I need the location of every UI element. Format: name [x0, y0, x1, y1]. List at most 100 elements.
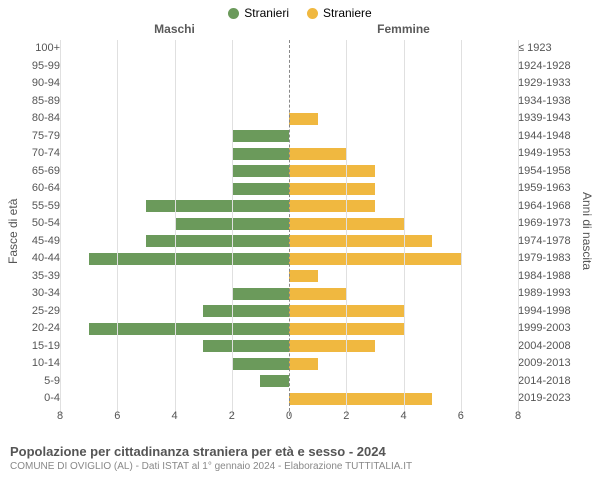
age-label: 20-24 [32, 320, 60, 338]
birth-year-label: 1989-1993 [518, 285, 571, 303]
bar-female [289, 183, 375, 195]
age-label: 40-44 [32, 250, 60, 268]
birth-year-label: 1944-1948 [518, 128, 571, 146]
bar-male [232, 183, 289, 195]
column-titles: Maschi Femmine [60, 22, 518, 40]
bar-female [289, 358, 318, 370]
legend-item-male: Stranieri [228, 6, 289, 20]
center-divider [289, 40, 290, 416]
x-tick: 2 [343, 410, 349, 422]
bar-female [289, 113, 318, 125]
birth-year-label: 1984-1988 [518, 268, 571, 286]
age-label: 35-39 [32, 268, 60, 286]
bar-male [232, 358, 289, 370]
birth-year-label: 1934-1938 [518, 93, 571, 111]
bar-male [260, 375, 289, 387]
bar-female [289, 340, 375, 352]
bar-male [146, 200, 289, 212]
legend-item-female: Straniere [307, 6, 372, 20]
bar-female [289, 288, 346, 300]
x-tick: 4 [400, 410, 406, 422]
chart-area: Fasce di età 100+95-9990-9485-8980-8475-… [0, 22, 600, 440]
legend-swatch-male [228, 8, 239, 19]
bar-male [232, 288, 289, 300]
bar-male [175, 218, 290, 230]
bar-male [89, 253, 289, 265]
bar-male [232, 130, 289, 142]
birth-year-label: 2014-2018 [518, 373, 571, 391]
birth-year-label: 1979-1983 [518, 250, 571, 268]
age-label: 95-99 [32, 58, 60, 76]
y-axis-label-left: Fasce di età [4, 22, 22, 440]
birth-year-labels-column: ≤ 19231924-19281929-19331934-19381939-19… [518, 22, 578, 440]
footer-subtitle: COMUNE DI OVIGLIO (AL) - Dati ISTAT al 1… [10, 461, 590, 472]
age-label: 0-4 [44, 390, 60, 408]
birth-year-label: 2019-2023 [518, 390, 571, 408]
age-label: 80-84 [32, 110, 60, 128]
bar-female [289, 305, 404, 317]
bar-male [232, 165, 289, 177]
legend-label-female: Straniere [323, 6, 372, 20]
age-label: 90-94 [32, 75, 60, 93]
age-label: 25-29 [32, 303, 60, 321]
bar-female [289, 148, 346, 160]
bar-female [289, 323, 404, 335]
x-tick: 6 [458, 410, 464, 422]
birth-year-label: 1929-1933 [518, 75, 571, 93]
age-label: 15-19 [32, 338, 60, 356]
age-label: 55-59 [32, 198, 60, 216]
age-label: 5-9 [44, 373, 60, 391]
bar-male [89, 323, 289, 335]
bar-male [232, 148, 289, 160]
plot-area: Maschi Femmine 02468 2468 [60, 22, 518, 440]
birth-year-label: 1954-1958 [518, 163, 571, 181]
age-label: 45-49 [32, 233, 60, 251]
y-axis-label-right: Anni di nascita [578, 22, 596, 440]
age-labels-column: 100+95-9990-9485-8980-8475-7970-7465-696… [22, 22, 60, 440]
bar-male [146, 235, 289, 247]
age-label: 10-14 [32, 355, 60, 373]
age-label: 65-69 [32, 163, 60, 181]
birth-year-label: 1999-2003 [518, 320, 571, 338]
bar-female [289, 165, 375, 177]
birth-year-label: 1964-1968 [518, 198, 571, 216]
age-label: 85-89 [32, 93, 60, 111]
bars-area: 02468 2468 [60, 40, 518, 440]
age-label: 100+ [35, 40, 60, 58]
birth-year-label: 1924-1928 [518, 58, 571, 76]
birth-year-label: 1969-1973 [518, 215, 571, 233]
column-title-female: Femmine [289, 22, 518, 40]
age-label: 50-54 [32, 215, 60, 233]
birth-year-label: 1959-1963 [518, 180, 571, 198]
bar-male [203, 305, 289, 317]
column-title-male: Maschi [60, 22, 289, 40]
legend: Stranieri Straniere [0, 0, 600, 22]
age-label: 70-74 [32, 145, 60, 163]
chart-footer: Popolazione per cittadinanza straniera p… [0, 440, 600, 472]
birth-year-label: ≤ 1923 [518, 40, 552, 58]
birth-year-label: 2004-2008 [518, 338, 571, 356]
bar-female [289, 393, 432, 405]
x-tick: 2 [229, 410, 235, 422]
birth-year-label: 1974-1978 [518, 233, 571, 251]
x-tick: 8 [57, 410, 63, 422]
bar-female [289, 235, 432, 247]
birth-year-label: 1994-1998 [518, 303, 571, 321]
bar-female [289, 218, 404, 230]
bar-female [289, 270, 318, 282]
birth-year-label: 1949-1953 [518, 145, 571, 163]
x-tick: 6 [114, 410, 120, 422]
age-label: 30-34 [32, 285, 60, 303]
bar-female [289, 253, 461, 265]
birth-year-label: 1939-1943 [518, 110, 571, 128]
age-label: 60-64 [32, 180, 60, 198]
legend-label-male: Stranieri [244, 6, 289, 20]
footer-title: Popolazione per cittadinanza straniera p… [10, 444, 590, 459]
legend-swatch-female [307, 8, 318, 19]
age-label: 75-79 [32, 128, 60, 146]
bar-female [289, 200, 375, 212]
bar-male [203, 340, 289, 352]
birth-year-label: 2009-2013 [518, 355, 571, 373]
x-tick: 4 [171, 410, 177, 422]
x-tick: 8 [515, 410, 521, 422]
